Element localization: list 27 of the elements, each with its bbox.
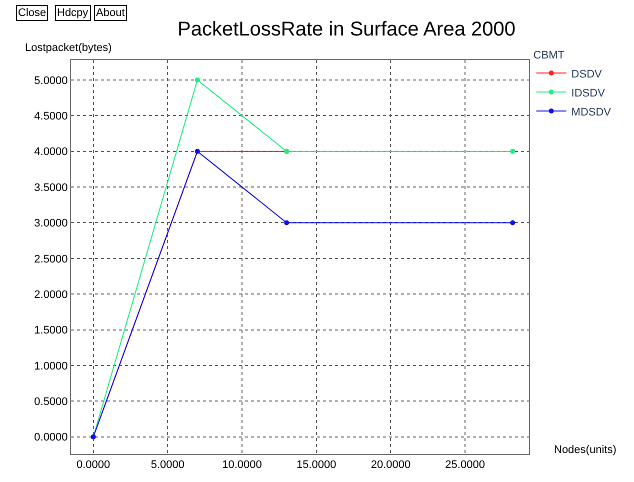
legend-label: IDSDV [571,87,606,100]
y-tick-label: 1.5000 [34,324,68,337]
legend-label: MDSDV [571,106,612,118]
y-tick-label: 0.5000 [34,396,68,408]
x-tick-label: 10.0000 [222,459,262,472]
y-tick-label: 3.5000 [34,182,68,194]
y-tick-label: 0.0000 [34,432,68,444]
x-tick-label: 0.0000 [76,459,110,472]
y-axis-title: Lostpacket(bytes) [25,42,112,54]
y-tick-label: 2.5000 [34,253,68,266]
x-tick-label: 5.0000 [150,459,184,472]
y-tick-label: 4.0000 [34,146,68,158]
legend-label: DSDV [571,68,603,80]
y-tick-label: 1.0000 [34,360,68,372]
x-axis-title: Nodes(units) [554,444,616,456]
x-tick-label: 15.0000 [296,459,336,472]
y-tick-label: 2.0000 [34,288,68,301]
text: Hdcpy [57,7,89,19]
y-tick-label: 4.5000 [34,110,68,123]
y-tick-label: 3.0000 [34,218,68,230]
legend-title: CBMT [533,50,565,62]
chart-title: PacketLossRate in Surface Area 2000 [178,18,516,41]
text: About [96,7,125,19]
x-tick-label: 20.0000 [370,459,411,472]
x-tick-label: 25.0000 [445,459,485,472]
y-tick-label: 5.0000 [34,74,68,87]
text: Close [18,7,46,19]
